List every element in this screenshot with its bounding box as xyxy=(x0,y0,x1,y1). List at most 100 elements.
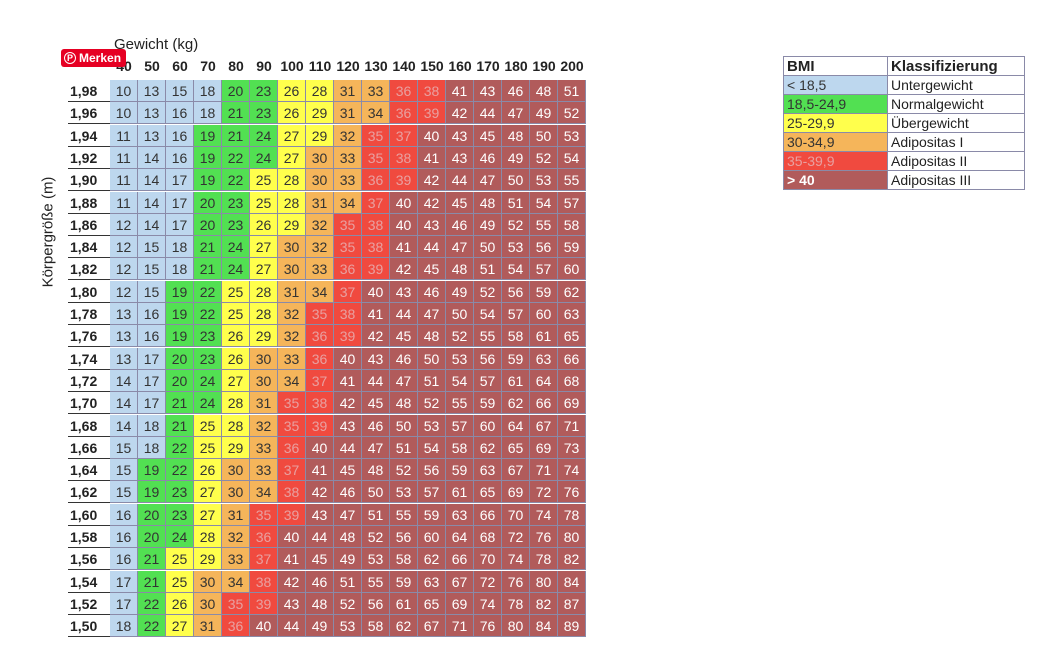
bmi-cell: 24 xyxy=(166,526,194,548)
bmi-cell: 18 xyxy=(194,80,222,102)
bmi-cell: 20 xyxy=(222,80,250,102)
bmi-cell: 54 xyxy=(530,191,558,214)
bmi-cell: 32 xyxy=(334,124,362,147)
bmi-cell: 47 xyxy=(418,303,446,325)
row-height-label: 1,74 xyxy=(68,348,110,370)
bmi-cell: 52 xyxy=(558,102,586,125)
legend-bmi-range: 30-34,9 xyxy=(783,132,888,152)
bmi-cell: 48 xyxy=(334,526,362,548)
bmi-cell: 11 xyxy=(110,124,138,147)
bmi-cell: 21 xyxy=(166,392,194,415)
bmi-cell: 46 xyxy=(502,80,530,102)
row-height-label: 1,58 xyxy=(68,526,110,548)
bmi-cell: 67 xyxy=(418,615,446,638)
bmi-cell: 66 xyxy=(558,347,586,370)
bmi-cell: 36 xyxy=(390,102,418,125)
bmi-cell: 13 xyxy=(138,124,166,147)
bmi-cell: 31 xyxy=(222,503,250,526)
bmi-cell: 48 xyxy=(502,124,530,147)
bmi-cell: 43 xyxy=(390,280,418,303)
bmi-cell: 37 xyxy=(306,369,334,392)
bmi-cell: 20 xyxy=(138,526,166,548)
bmi-cell: 21 xyxy=(222,102,250,125)
legend-class-label: Adipositas III xyxy=(887,170,1025,190)
row-height-label: 1,68 xyxy=(68,415,110,437)
pinterest-save-button[interactable]: P Merken xyxy=(61,49,127,67)
bmi-cell: 47 xyxy=(362,436,390,459)
bmi-cell: 14 xyxy=(110,414,138,437)
bmi-cell: 25 xyxy=(222,280,250,303)
bmi-cell: 71 xyxy=(446,615,474,638)
bmi-cell: 49 xyxy=(334,548,362,571)
bmi-cell: 44 xyxy=(390,303,418,325)
bmi-cell: 34 xyxy=(250,481,278,504)
bmi-cell: 20 xyxy=(138,503,166,526)
column-header: 170 xyxy=(476,58,500,74)
bmi-cell: 41 xyxy=(306,459,334,482)
bmi-cell: 10 xyxy=(110,80,138,102)
bmi-cell: 82 xyxy=(558,548,586,571)
row-height-label: 1,62 xyxy=(68,481,110,504)
bmi-cell: 69 xyxy=(558,392,586,415)
bmi-cell: 44 xyxy=(278,615,306,638)
bmi-cell: 65 xyxy=(502,436,530,459)
bmi-cell: 35 xyxy=(250,503,278,526)
bmi-cell: 12 xyxy=(110,280,138,303)
legend-header-bmi: BMI xyxy=(783,56,888,76)
row-height-label: 1,96 xyxy=(68,102,110,125)
bmi-cell: 48 xyxy=(362,459,390,482)
row-height-label: 1,56 xyxy=(68,548,110,571)
bmi-cell: 49 xyxy=(446,280,474,303)
bmi-cell: 63 xyxy=(530,347,558,370)
bmi-cell: 15 xyxy=(110,459,138,482)
bmi-cell: 59 xyxy=(418,503,446,526)
bmi-cell: 17 xyxy=(166,169,194,192)
bmi-cell: 23 xyxy=(222,213,250,236)
bmi-cell: 36 xyxy=(306,347,334,370)
bmi-cell: 64 xyxy=(446,526,474,548)
bmi-cell: 26 xyxy=(278,80,306,102)
bmi-cell: 20 xyxy=(166,369,194,392)
row-height-label: 1,78 xyxy=(68,303,110,325)
bmi-cell: 30 xyxy=(222,481,250,504)
column-header: 190 xyxy=(532,58,556,74)
bmi-cell: 26 xyxy=(194,459,222,482)
bmi-cell: 50 xyxy=(390,414,418,437)
legend-row: 30-34,9 Adipositas I xyxy=(783,132,1025,152)
bmi-cell: 33 xyxy=(222,548,250,571)
bmi-cell: 24 xyxy=(194,392,222,415)
bmi-cell: 67 xyxy=(502,459,530,482)
bmi-cell: 25 xyxy=(194,414,222,437)
bmi-cell: 60 xyxy=(530,303,558,325)
bmi-cell: 36 xyxy=(362,169,390,192)
bmi-cell: 29 xyxy=(306,102,334,125)
bmi-cell: 68 xyxy=(558,369,586,392)
bmi-cell: 61 xyxy=(502,369,530,392)
bmi-cell: 65 xyxy=(418,592,446,615)
bmi-cell: 22 xyxy=(222,169,250,192)
bmi-cell: 52 xyxy=(362,526,390,548)
bmi-cell: 26 xyxy=(278,102,306,125)
bmi-cell: 84 xyxy=(530,615,558,638)
row-height-label: 1,82 xyxy=(68,258,110,281)
row-height-label: 1,98 xyxy=(68,80,110,102)
legend-body: < 18,5 Untergewicht 18,5-24,9 Normalgewicht… xyxy=(783,75,1025,190)
bmi-cell: 32 xyxy=(250,414,278,437)
column-header: 100 xyxy=(280,58,304,74)
bmi-cell: 54 xyxy=(446,369,474,392)
bmi-cell: 48 xyxy=(474,191,502,214)
bmi-cell: 57 xyxy=(474,369,502,392)
bmi-cell: 23 xyxy=(250,102,278,125)
bmi-cell: 58 xyxy=(558,213,586,236)
bmi-cell: 33 xyxy=(362,80,390,102)
bmi-cell: 52 xyxy=(390,459,418,482)
bmi-cell: 36 xyxy=(222,615,250,638)
bmi-cell: 14 xyxy=(138,169,166,192)
bmi-cell: 28 xyxy=(194,526,222,548)
bmi-cell: 40 xyxy=(306,436,334,459)
bmi-cell: 37 xyxy=(278,459,306,482)
bmi-cell: 14 xyxy=(138,146,166,169)
bmi-cell: 35 xyxy=(306,303,334,325)
bmi-cell: 53 xyxy=(362,548,390,571)
bmi-cell: 11 xyxy=(110,169,138,192)
